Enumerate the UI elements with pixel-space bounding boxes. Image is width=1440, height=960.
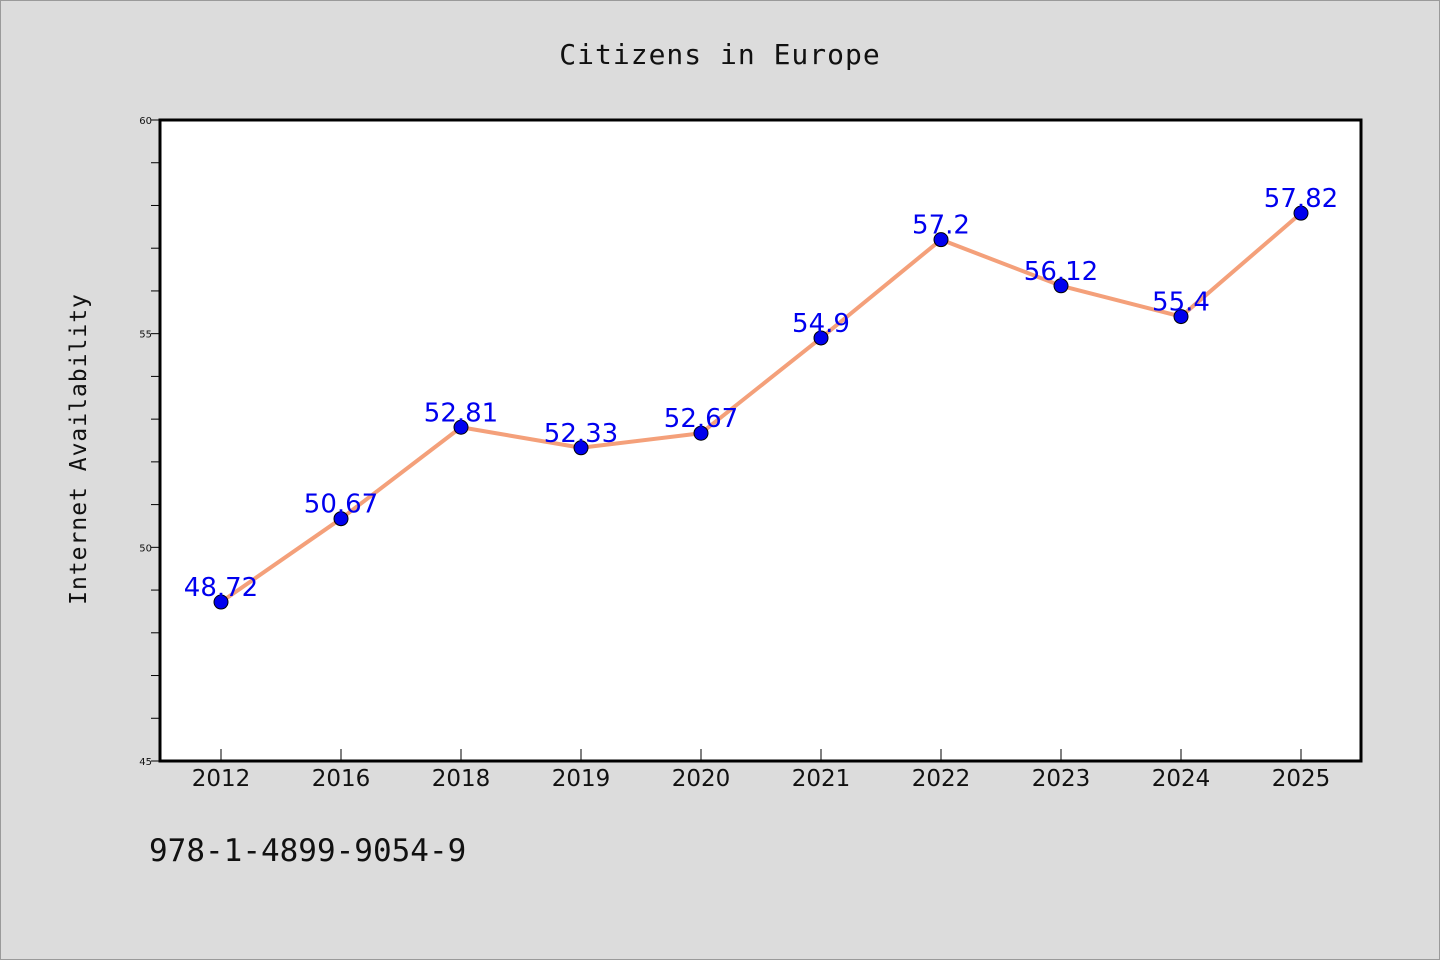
- plot-area: [158, 118, 1363, 763]
- y-tick-label: 55: [139, 330, 152, 341]
- x-tick-label: 2018: [432, 766, 491, 792]
- data-label: 52.67: [664, 404, 738, 434]
- data-point: [693, 425, 709, 441]
- footnote-isbn: 978-1-4899-9054-9: [149, 833, 467, 869]
- data-point: [933, 232, 949, 248]
- data-label: 52.33: [544, 419, 618, 449]
- data-label: 57.82: [1264, 184, 1338, 214]
- x-tick-label: 2022: [912, 766, 971, 792]
- data-point: [453, 419, 469, 435]
- y-axis-label: Internet Availability: [66, 293, 92, 605]
- data-label: 48.72: [184, 573, 258, 603]
- data-point: [1293, 205, 1309, 221]
- y-tick-label: 60: [139, 116, 152, 127]
- data-label: 50.67: [304, 490, 378, 520]
- x-tick-label: 2025: [1272, 766, 1331, 792]
- data-point: [813, 330, 829, 346]
- data-point: [1053, 278, 1069, 294]
- data-point: [1173, 309, 1189, 325]
- chart-title: Citizens in Europe: [559, 38, 880, 71]
- x-axis-ticks: 2012 2016 2018 2019 2020 2021 2022 2023 2024 2025: [192, 749, 1331, 792]
- x-tick-label: 2023: [1032, 766, 1091, 792]
- data-label: 55.4: [1152, 288, 1210, 318]
- x-tick-label: 2024: [1152, 766, 1211, 792]
- data-point: [333, 511, 349, 527]
- x-tick-label: 2020: [672, 766, 731, 792]
- data-label: 56.12: [1024, 257, 1098, 287]
- x-tick-label: 2021: [792, 766, 851, 792]
- data-point: [573, 440, 589, 456]
- x-tick-label: 2016: [312, 766, 371, 792]
- series-line: [219, 211, 1303, 605]
- y-tick-label: 45: [139, 757, 152, 768]
- data-label: 52.81: [424, 398, 498, 428]
- series-layer: 48.72 50.67 52.81 52.33 52.67 54.9 57.2 56.12 55…: [184, 184, 1338, 610]
- data-label: 54.9: [792, 309, 850, 339]
- y-axis-ticks: 45 50 55 60: [139, 116, 160, 768]
- y-tick-label: 50: [139, 543, 152, 554]
- x-tick-label: 2012: [192, 766, 251, 792]
- x-tick-label: 2019: [552, 766, 611, 792]
- data-label: 57.2: [912, 211, 970, 241]
- data-point: [213, 594, 229, 610]
